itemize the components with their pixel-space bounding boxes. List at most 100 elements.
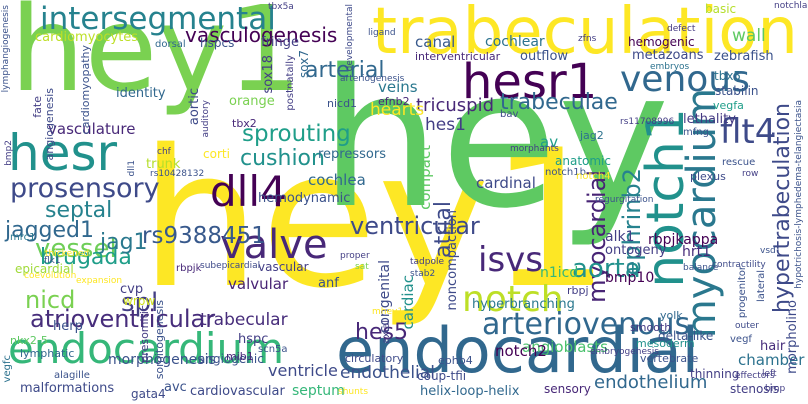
word-canal: canal bbox=[415, 33, 456, 51]
word-septal: septal bbox=[45, 198, 113, 223]
word-hesr: hesr bbox=[8, 124, 118, 182]
word-endothelium: endothelium bbox=[594, 372, 708, 393]
word-veins: veins bbox=[378, 78, 418, 96]
word-ontogeny: ontogeny bbox=[605, 243, 667, 258]
word-lethality: lethality bbox=[683, 112, 736, 127]
word-vascular: vascular bbox=[258, 260, 309, 274]
word-epicardial: epicardial bbox=[15, 262, 74, 276]
word-helix-loop-helix: helix-loop-helix bbox=[420, 384, 520, 399]
word-dorsal: dorsal bbox=[155, 39, 186, 50]
word-repressors: repressors bbox=[318, 147, 386, 162]
word-alk1: alk1 bbox=[605, 229, 635, 245]
word-bmp10: bmp10 bbox=[605, 270, 655, 286]
word-vasculature: vasculature bbox=[48, 120, 136, 138]
word-angiogenic: angiogenic bbox=[198, 352, 264, 366]
word-somitogenesis: somitogenesis bbox=[153, 300, 166, 380]
word-morpholino: morpholino bbox=[785, 300, 800, 374]
word-circulatory: circulatory bbox=[345, 352, 404, 365]
word-coup-tfii: coup-tfii bbox=[417, 369, 467, 383]
word-flk1: flk1 bbox=[44, 256, 61, 266]
word-tbx5a: tbx5a bbox=[268, 2, 294, 12]
word-ecs: anatomic bbox=[555, 154, 611, 168]
word-thickened: thickened bbox=[45, 249, 90, 259]
word-zebrafish: zebrafish bbox=[714, 49, 774, 64]
word-rbpj: rbpj bbox=[567, 284, 589, 297]
word-malformations: malformations bbox=[20, 381, 115, 396]
word-progenitor: progenitor bbox=[737, 266, 748, 319]
word-valve: valve bbox=[220, 222, 328, 268]
word-morphants: morphants bbox=[510, 144, 559, 154]
word-cardinal: cardinal bbox=[476, 174, 536, 192]
word-anf: anf bbox=[318, 276, 339, 291]
word-cardiomyocytes: cardiomyocytes bbox=[35, 30, 139, 45]
word-vsd: vsd bbox=[760, 246, 776, 256]
word-morphogenesis: morphogenesis bbox=[108, 352, 216, 368]
word-fate: fate bbox=[31, 96, 44, 118]
word-effectors: effectors bbox=[735, 371, 775, 381]
word-isvs: isvs bbox=[478, 240, 543, 280]
word-coevolution: coevolution bbox=[24, 271, 77, 281]
word-rs9388451: rs9388451 bbox=[142, 223, 266, 249]
word-sat: sat bbox=[355, 262, 369, 272]
word-chamber: chamber bbox=[738, 351, 805, 369]
word-sox7: sox7 bbox=[297, 50, 311, 78]
word-cvp: cvp bbox=[120, 282, 144, 297]
word-valvular: valvular bbox=[228, 275, 289, 293]
word-wrpw: wrpw bbox=[123, 294, 156, 308]
word-vessel: vessel bbox=[35, 234, 117, 264]
word-efnb2: efnb2 bbox=[378, 95, 410, 108]
word-cardiovascular: cardiovascular bbox=[190, 384, 285, 399]
word-stab2: stab2 bbox=[410, 269, 436, 279]
word-outflow: outflow bbox=[520, 49, 569, 64]
word-intersegmental: intersegmental bbox=[40, 1, 276, 37]
word-sox18: sox18 bbox=[261, 55, 276, 94]
word-hesr1: hesr1 bbox=[462, 54, 598, 110]
word-hyperbranching: hyperbranching bbox=[472, 297, 575, 312]
word-notch2: notch2 bbox=[495, 342, 547, 360]
word-row: row bbox=[742, 169, 759, 179]
word-herp: herp bbox=[53, 319, 83, 334]
word-aorta: aorta bbox=[572, 254, 641, 284]
word-developmental: developmental bbox=[345, 4, 355, 72]
word-notch4: notch4 bbox=[576, 171, 611, 182]
word-hes5: hes5 bbox=[355, 320, 408, 345]
word-cochlea: cochlea bbox=[308, 171, 366, 189]
word-vasculogenesis: vasculogenesis bbox=[185, 23, 338, 47]
word-angioblasts: angioblasts bbox=[522, 338, 608, 356]
word-scn5a: scn5a bbox=[258, 344, 288, 355]
word-septum: septum bbox=[292, 383, 345, 399]
word-auditory: auditory bbox=[201, 100, 211, 138]
word-stenosis: stenosis bbox=[730, 382, 780, 396]
word-trabeculae: trabeculae bbox=[500, 90, 618, 115]
word-avc: avc bbox=[164, 380, 187, 395]
word-alagille: alagille bbox=[54, 370, 90, 381]
word-sprouting: sprouting bbox=[242, 121, 351, 147]
word-shunts: shunts bbox=[338, 387, 369, 397]
word-hey: hey bbox=[320, 29, 670, 250]
word-n1icd: n1icd bbox=[540, 265, 579, 281]
word-mesoderm: mesoderm bbox=[636, 337, 695, 350]
word-sensory: sensory bbox=[544, 382, 591, 396]
word-balance: balance bbox=[683, 263, 719, 273]
word-mib1: mib1 bbox=[226, 350, 254, 363]
word-dll1: dll1 bbox=[127, 160, 137, 177]
word-rbpjkappa: rbpjkappa bbox=[648, 232, 719, 248]
word-tadpole: tadpole bbox=[410, 257, 445, 267]
word-venous: venous bbox=[620, 59, 750, 100]
word-nicd1: nicd1 bbox=[327, 97, 358, 110]
word-vegf: vegf bbox=[730, 334, 752, 345]
word-spl: spl bbox=[121, 288, 159, 318]
word-jagged1: jagged1 bbox=[5, 218, 95, 243]
word-flt4: flt4 bbox=[720, 112, 777, 152]
word-dll4: dll4 bbox=[210, 167, 287, 216]
word-prosensory: prosensory bbox=[10, 173, 160, 204]
word-metazoans: metazoans bbox=[632, 48, 704, 63]
word-tbx2: tbx2 bbox=[232, 117, 257, 130]
word-hearts: hearts bbox=[370, 100, 425, 120]
word-notch1b: notch1b bbox=[545, 167, 586, 178]
word-proper: proper bbox=[340, 251, 370, 261]
word-thinning: thinning bbox=[690, 367, 740, 381]
word-zfns: zfns bbox=[578, 34, 597, 44]
word-trabeculation: trabeculation bbox=[372, 0, 798, 69]
